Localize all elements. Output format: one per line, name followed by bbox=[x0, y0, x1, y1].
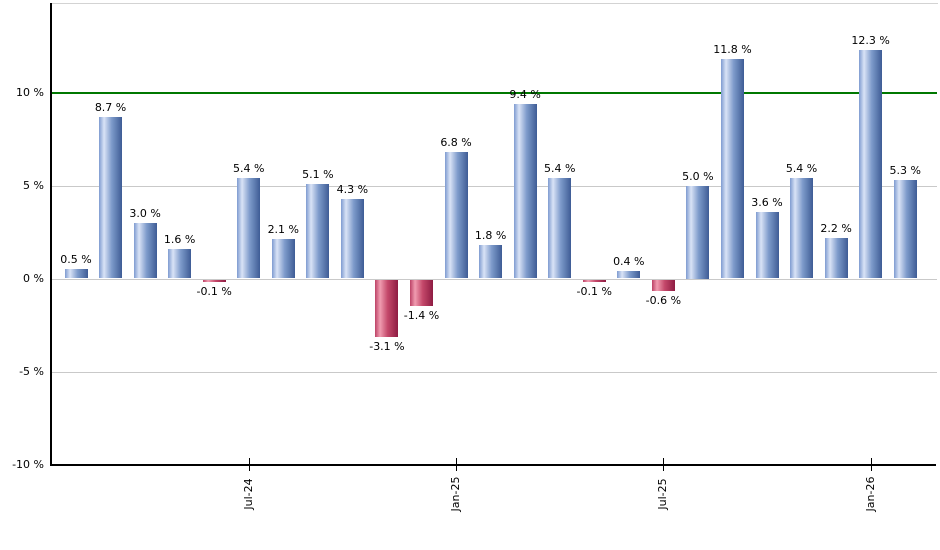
bar-positive bbox=[720, 59, 744, 279]
bar-positive bbox=[893, 179, 917, 279]
bar-value-label: 12.3 % bbox=[851, 33, 890, 47]
bar-value-label: -0.1 % bbox=[576, 284, 612, 298]
bar-value-label: 5.3 % bbox=[889, 163, 921, 177]
y-axis-tick-label: 0 % bbox=[23, 271, 44, 285]
bar-value-label: 5.4 % bbox=[785, 162, 818, 176]
bar-value-label: 5.1 % bbox=[302, 167, 334, 181]
bar-value-label: 1.6 % bbox=[163, 232, 196, 246]
bar-positive bbox=[340, 198, 364, 279]
bar-positive bbox=[686, 185, 710, 279]
y-grid-line bbox=[51, 278, 937, 280]
x-axis-tick-label: Jan-25 bbox=[449, 476, 463, 512]
bar-value-label: 0.5 % bbox=[60, 253, 92, 267]
bar-positive bbox=[444, 152, 468, 279]
bar-negative bbox=[582, 279, 606, 282]
y-axis-tick-label: 10 % bbox=[16, 85, 44, 99]
bar-value-label: 2.2 % bbox=[820, 221, 852, 235]
bar-negative bbox=[410, 279, 433, 306]
bar-positive bbox=[548, 178, 572, 279]
bar-value-label: 3.6 % bbox=[751, 195, 783, 209]
bar-value-label: -1.4 % bbox=[403, 308, 440, 322]
bar-positive bbox=[617, 271, 641, 279]
bar-positive bbox=[237, 178, 261, 279]
bar-value-label: 5.4 % bbox=[233, 162, 265, 176]
bar-value-label: 1.8 % bbox=[474, 229, 507, 243]
x-axis-tick-label: Jan-26 bbox=[863, 476, 877, 512]
bar-value-label: -0.1 % bbox=[196, 284, 232, 298]
bar-negative bbox=[202, 279, 226, 282]
reference-line-10pct bbox=[51, 91, 937, 94]
plot-top-border bbox=[50, 3, 938, 4]
x-axis-tick-label: Jul-24 bbox=[241, 478, 255, 510]
bar-positive bbox=[168, 248, 192, 279]
y-axis-tick-label: -5 % bbox=[19, 364, 44, 378]
bar-value-label: 0.4 % bbox=[613, 255, 645, 269]
bar-value-label: 4.3 % bbox=[336, 182, 369, 196]
x-axis-tick-label: Jul-25 bbox=[656, 478, 670, 510]
bar-positive bbox=[271, 239, 295, 279]
bar-value-label: 5.0 % bbox=[682, 169, 714, 183]
bar-positive bbox=[790, 178, 814, 279]
bar-positive bbox=[513, 103, 537, 279]
y-axis-tick-label: -10 % bbox=[12, 457, 44, 471]
bar-negative bbox=[651, 279, 675, 291]
bar-value-label: 6.8 % bbox=[440, 136, 472, 150]
bar-positive bbox=[859, 49, 883, 279]
bar-value-label: 2.1 % bbox=[267, 223, 300, 237]
bar-value-label: 8.7 % bbox=[94, 100, 127, 114]
y-grid-line bbox=[51, 185, 937, 187]
bar-positive bbox=[306, 183, 330, 279]
bar-positive bbox=[755, 211, 779, 279]
bar-value-label: 11.8 % bbox=[713, 43, 752, 57]
x-axis-line bbox=[50, 464, 936, 466]
bar-positive bbox=[99, 116, 123, 279]
y-axis-line bbox=[50, 3, 52, 466]
bar-positive bbox=[133, 222, 157, 279]
bar-value-label: 9.4 % bbox=[509, 87, 541, 101]
bar-value-label: 5.4 % bbox=[543, 162, 576, 176]
y-grid-line bbox=[51, 371, 937, 373]
bar-value-label: -0.6 % bbox=[645, 293, 682, 307]
bar-value-label: -3.1 % bbox=[369, 340, 405, 354]
bar-positive bbox=[479, 245, 503, 279]
bar-positive bbox=[824, 237, 848, 279]
y-axis-tick-label: 5 % bbox=[23, 178, 44, 192]
bar-negative bbox=[375, 279, 399, 338]
bar-value-label: 3.0 % bbox=[129, 206, 161, 220]
bar-positive bbox=[64, 269, 88, 279]
